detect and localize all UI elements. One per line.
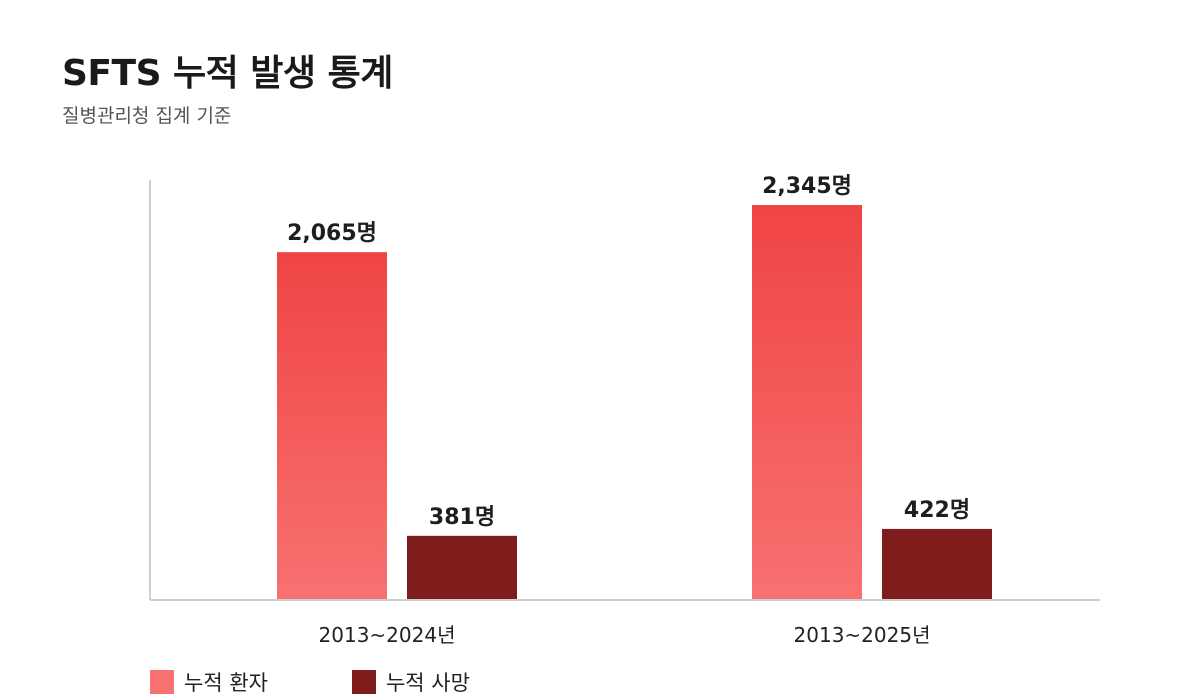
value-label-deaths-2025: 422명 xyxy=(904,498,970,523)
bar-patients-2025 xyxy=(752,205,862,600)
bar-deaths-2025 xyxy=(882,528,992,600)
legend-item-patients: 누적 환자 xyxy=(150,667,268,697)
value-label-deaths-2024: 381명 xyxy=(429,505,495,530)
chart-subtitle: 질병관리청 집계 기준 xyxy=(62,105,232,127)
legend-item-deaths: 누적 사망 xyxy=(351,667,470,697)
legend-swatch-deaths xyxy=(351,670,376,694)
value-label-patients-2025: 2,345명 xyxy=(762,174,852,199)
legend-label-deaths: 누적 사망 xyxy=(385,671,470,695)
legend: 누적 환자 누적 사망 xyxy=(150,668,554,696)
x-tick-label-2025: 2013~2025년 xyxy=(794,623,931,647)
chart-title: SFTS 누적 발생 통계 xyxy=(62,53,393,94)
bar-patients-2024 xyxy=(277,252,387,600)
legend-label-patients: 누적 환자 xyxy=(184,671,268,695)
bar-deaths-2024 xyxy=(407,535,517,600)
x-tick-label-2024: 2013~2024년 xyxy=(319,623,456,647)
value-label-patients-2024: 2,065명 xyxy=(287,221,377,246)
legend-swatch-patients xyxy=(150,670,174,694)
